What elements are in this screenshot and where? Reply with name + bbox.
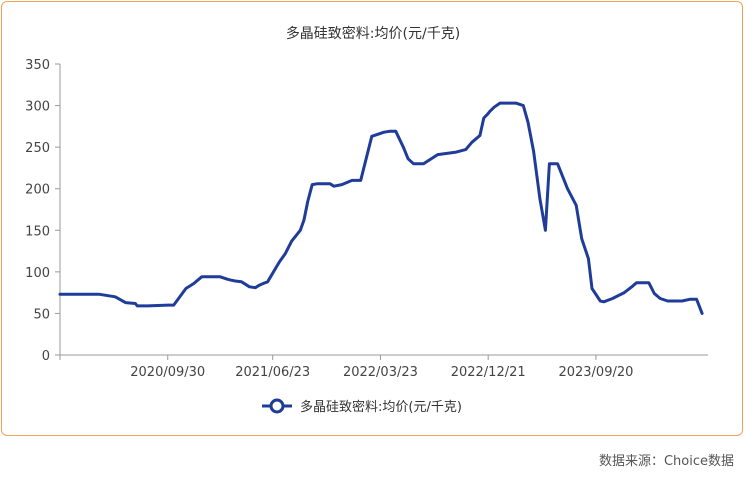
y-tick-label: 150 [25,224,50,239]
y-tick-label: 250 [25,141,50,156]
source-note: 数据来源：Choice数据 [598,454,734,469]
x-tick-label: 2022/12/21 [451,365,526,380]
x-tick-label: 2021/06/23 [235,365,310,380]
legend-marker-icon [269,398,285,414]
y-tick-label: 100 [25,266,50,281]
chart-frame [1,1,743,436]
legend[interactable]: 多晶硅致密料:均价(元/千克) [262,398,462,415]
y-axis-ticks: 0 50 100 150 200 250 300 350 [25,58,61,364]
series-line [58,101,704,315]
x-tick-label: 2023/09/20 [558,365,633,380]
x-axis: 2020/09/30 2021/06/23 2022/03/23 2022/12/21… [59,354,708,380]
x-tick-label: 2020/09/30 [130,365,205,380]
y-tick-label: 50 [33,307,50,322]
chart-title: 多晶硅致密料:均价(元/千克) [286,25,460,42]
y-tick-label: 200 [25,183,50,198]
y-tick-label: 300 [25,100,50,115]
x-tick-label: 2022/03/23 [343,365,418,380]
y-tick-label: 350 [25,58,50,73]
legend-label: 多晶硅致密料:均价(元/千克) [300,399,462,415]
y-tick-label: 0 [42,349,50,364]
